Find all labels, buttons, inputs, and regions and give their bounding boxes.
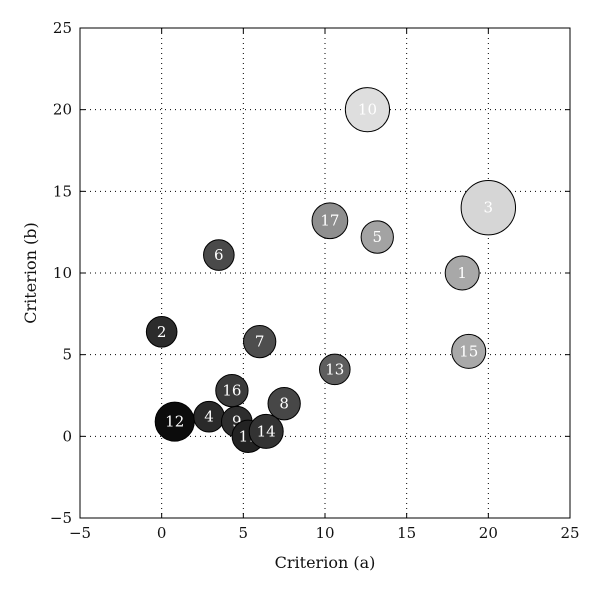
bubble-label: 4: [204, 408, 214, 426]
x-tick-label: 5: [239, 524, 249, 542]
bubble-marker: [444, 255, 480, 291]
bubble-3: 3: [460, 179, 517, 236]
bubble-marker: [451, 333, 487, 369]
bubble-marker: [319, 353, 351, 386]
bubble-label: 14: [257, 422, 276, 440]
bubble-marker: [243, 324, 277, 359]
bubble-marker: [154, 401, 195, 442]
bubble-2: 2: [145, 316, 178, 348]
bubble-label: 15: [459, 342, 478, 360]
x-axis-label: Criterion (a): [275, 553, 376, 572]
bubble-marker: [203, 239, 235, 271]
bubble-marker: [360, 220, 394, 254]
y-tick-label: 10: [53, 264, 72, 282]
bubble-label: 5: [372, 228, 382, 246]
y-tick-label: 0: [62, 427, 72, 445]
bubble-marker: [267, 387, 301, 421]
bubble-marker: [215, 373, 249, 408]
bubble-13: 13: [319, 353, 351, 386]
y-tick-labels: −5 0 5 10 15 20 25: [50, 19, 72, 527]
x-tick-label: 0: [157, 524, 167, 542]
bubble-8: 8: [267, 387, 301, 421]
y-tick-label: 5: [62, 346, 72, 364]
bubble-label: 17: [320, 212, 339, 230]
bubble-4: 4: [193, 400, 225, 433]
bubble-marker: [311, 202, 349, 240]
bubble-label: 8: [279, 395, 289, 413]
bubble-marker: [248, 413, 284, 449]
bubble-14: 14: [248, 413, 284, 449]
x-tick-label: 10: [315, 524, 334, 542]
y-tick-label: 25: [53, 19, 72, 37]
bubble-label: 2: [157, 323, 167, 341]
y-tick-label: 15: [53, 182, 72, 200]
y-tick-label: 20: [53, 101, 72, 119]
bubble-5: 5: [360, 220, 394, 254]
bubble-label: 9: [232, 413, 242, 431]
bubble-label: 13: [325, 360, 344, 378]
bubble-15: 15: [451, 333, 487, 369]
bubble-marker: [344, 87, 391, 133]
bubble-marker: [460, 179, 517, 236]
bubble-label: 6: [214, 246, 224, 264]
x-tick-label: −5: [69, 524, 91, 542]
bubble-label: 12: [165, 413, 184, 431]
x-tick-label: 20: [479, 524, 498, 542]
bubble-6: 6: [203, 239, 235, 271]
x-tick-label: 15: [397, 524, 416, 542]
x-tick-label: 25: [560, 524, 579, 542]
x-tick-labels: −5 0 5 10 15 20 25: [69, 524, 580, 542]
grid-lines: [79, 27, 571, 519]
bubble-label: 10: [358, 101, 377, 119]
bubble-7: 7: [243, 324, 277, 359]
bubble-16: 16: [215, 373, 249, 408]
bubble-17: 17: [311, 202, 349, 240]
bubble-label: 1: [457, 264, 467, 282]
bubble-10: 10: [344, 87, 391, 133]
y-tick-label: −5: [50, 509, 72, 527]
bubble-label: 16: [222, 382, 241, 400]
bubble-1: 1: [444, 255, 480, 291]
bubble-marker: [145, 316, 178, 348]
bubble-label: 3: [484, 199, 494, 217]
bubble-12: 12: [154, 401, 195, 442]
bubble-label: 7: [255, 333, 265, 351]
y-axis-label: Criterion (b): [21, 222, 40, 323]
